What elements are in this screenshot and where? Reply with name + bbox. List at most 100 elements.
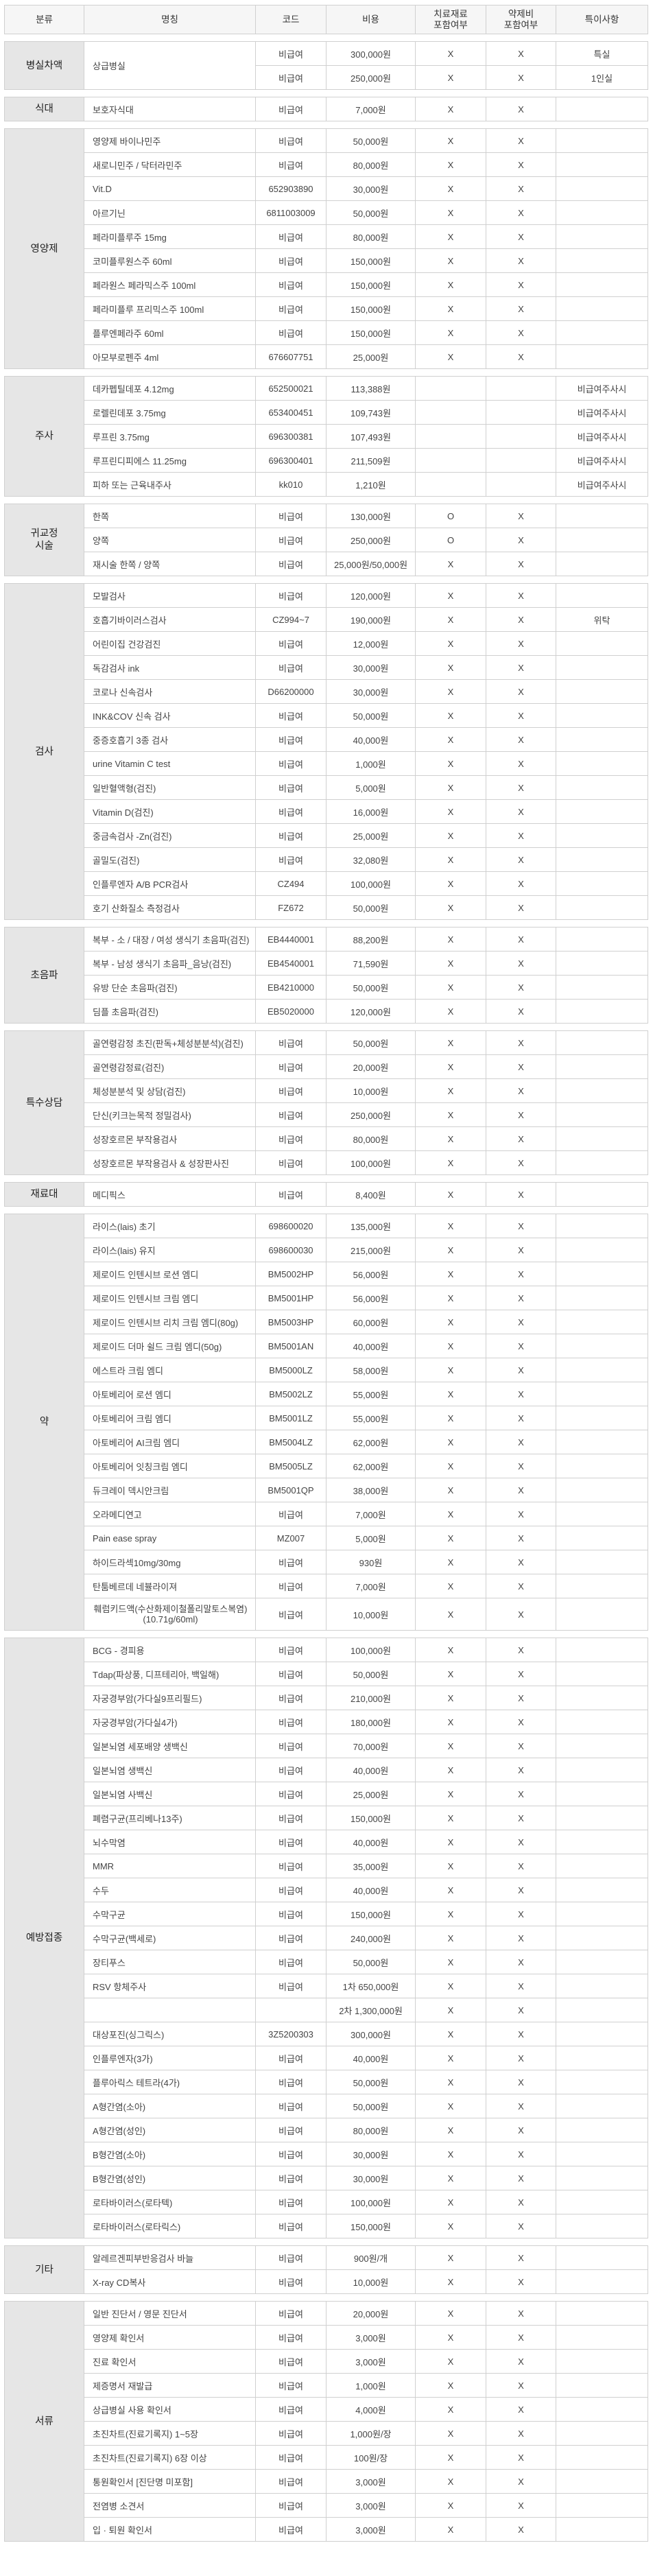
cost-cell: 56,000원 bbox=[326, 1286, 416, 1310]
code-cell: 비급여 bbox=[255, 2493, 326, 2518]
note-cell bbox=[556, 1238, 648, 1262]
code-cell: 비급여 bbox=[255, 528, 326, 552]
cost-cell: 38,000원 bbox=[326, 1478, 416, 1502]
drug-included-cell: X bbox=[486, 2373, 556, 2398]
cost-cell: 150,000원 bbox=[326, 248, 416, 273]
cost-cell: 250,000원 bbox=[326, 1102, 416, 1127]
material-included-cell: X bbox=[415, 1782, 486, 1806]
code-cell: 비급여 bbox=[255, 2269, 326, 2294]
code-cell: 비급여 bbox=[255, 128, 326, 153]
drug-included-cell: X bbox=[486, 2325, 556, 2350]
cost-cell: 10,000원 bbox=[326, 2269, 416, 2294]
code-cell: EB4540001 bbox=[255, 951, 326, 976]
note-cell bbox=[556, 248, 648, 273]
material-included-cell: X bbox=[415, 751, 486, 776]
material-included-cell: X bbox=[415, 1054, 486, 1079]
note-cell bbox=[556, 2269, 648, 2294]
code-cell: 비급여 bbox=[255, 751, 326, 776]
item-name: 재시술 한쪽 / 양쪽 bbox=[84, 552, 256, 576]
note-cell: 특실 bbox=[556, 41, 648, 66]
table-row: 영양제 확인서 비급여 3,000원 X X bbox=[5, 2325, 648, 2350]
item-name: 인플루엔자(3가) bbox=[84, 2046, 256, 2070]
code-cell: 비급여 bbox=[255, 2325, 326, 2350]
header-row: 분류 명칭 코드 비용 치료재료 포함여부 약제비 포함여부 특이사항 bbox=[4, 5, 648, 34]
material-included-cell: X bbox=[415, 1078, 486, 1103]
cost-cell: 190,000원 bbox=[326, 607, 416, 632]
material-included-cell: X bbox=[415, 2517, 486, 2542]
code-cell: 비급여 bbox=[255, 2469, 326, 2494]
drug-included-cell: X bbox=[486, 1406, 556, 1430]
table-row: 초진차트(진료기록지) 6장 이상 비급여 100원/장 X X bbox=[5, 2445, 648, 2470]
cost-cell: 50,000원 bbox=[326, 200, 416, 225]
item-name: B형간염(성인) bbox=[84, 2166, 256, 2190]
drug-included-cell: X bbox=[486, 2517, 556, 2542]
material-included-cell: X bbox=[415, 871, 486, 896]
drug-included-cell: X bbox=[486, 2046, 556, 2070]
note-cell bbox=[556, 176, 648, 201]
item-name: 새로니민주 / 닥터라민주 bbox=[84, 152, 256, 177]
material-included-cell: X bbox=[415, 775, 486, 800]
material-included-cell: X bbox=[415, 951, 486, 976]
table-row: 주사 데카펩틸데포 4.12mg 652500021 113,388원 비급여주사시 bbox=[4, 376, 648, 497]
note-cell bbox=[556, 344, 648, 369]
cost-cell: 150,000원 bbox=[326, 1902, 416, 1926]
column-header: 코드 bbox=[255, 5, 326, 34]
drug-included-cell: X bbox=[486, 951, 556, 976]
note-cell: 비급여주사시 bbox=[556, 376, 648, 401]
table-row: 오라메디연고 비급여 7,000원 X X bbox=[5, 1502, 648, 1526]
drug-included-cell: X bbox=[486, 224, 556, 249]
category-cell: 기타 bbox=[4, 2245, 84, 2294]
item-name: 성장호르몬 부작용검사 bbox=[84, 1126, 256, 1151]
code-cell: kk010 bbox=[255, 472, 326, 497]
code-cell: 비급여 bbox=[255, 504, 326, 528]
note-cell bbox=[556, 2397, 648, 2422]
code-cell: 비급여 bbox=[255, 1758, 326, 1782]
material-included-cell: X bbox=[415, 583, 486, 608]
note-cell bbox=[556, 2142, 648, 2166]
drug-included-cell: X bbox=[486, 999, 556, 1024]
note-cell bbox=[556, 1454, 648, 1478]
section-table: 주사 데카펩틸데포 4.12mg 652500021 113,388원 비급여주사시 로렐… bbox=[4, 376, 648, 497]
note-cell bbox=[556, 2094, 648, 2118]
cost-cell: 113,388원 bbox=[326, 376, 416, 401]
drug-included-cell: X bbox=[486, 200, 556, 225]
item-name: 탄툼베르데 네뷸라이져 bbox=[84, 1574, 256, 1598]
cost-cell: 3,000원 bbox=[326, 2349, 416, 2374]
table-row: 루프린 3.75mg 696300381 107,493원 비급여주사시 bbox=[5, 424, 648, 449]
cost-cell: 80,000원 bbox=[326, 2118, 416, 2142]
cost-cell: 30,000원 bbox=[326, 655, 416, 680]
drug-included-cell: X bbox=[486, 1854, 556, 1878]
code-cell: 비급여 bbox=[255, 2046, 326, 2070]
drug-included-cell: X bbox=[486, 703, 556, 728]
item-name: 로타바이러스(로타텍) bbox=[84, 2190, 256, 2214]
cost-cell: 100,000원 bbox=[326, 1638, 416, 1662]
table-row: 일본뇌염 생백신 비급여 40,000원 X X bbox=[5, 1758, 648, 1782]
material-included-cell: X bbox=[415, 2269, 486, 2294]
drug-included-cell bbox=[486, 448, 556, 473]
material-included-cell: X bbox=[415, 927, 486, 952]
note-cell bbox=[556, 504, 648, 528]
code-cell: 비급여 bbox=[255, 1598, 326, 1631]
code-cell: 비급여 bbox=[255, 727, 326, 752]
material-included-cell: X bbox=[415, 97, 486, 121]
table-row: 상급병실 사용 확인서 비급여 4,000원 X X bbox=[5, 2397, 648, 2422]
drug-included-cell: X bbox=[486, 344, 556, 369]
item-name: 자궁경부암(가다실4가) bbox=[84, 1710, 256, 1734]
material-included-cell: X bbox=[415, 1662, 486, 1686]
material-included-cell: X bbox=[415, 128, 486, 153]
drug-included-cell: X bbox=[486, 1830, 556, 1854]
drug-included-cell: X bbox=[486, 2245, 556, 2270]
cost-cell: 25,000원 bbox=[326, 823, 416, 848]
section-table: 영양제 영양제 바이나민주 비급여 50,000원 X X 새로니민주 / 닥터라민주 비급여… bbox=[4, 128, 648, 369]
item-name: 통원확인서 [진단명 미포함] bbox=[84, 2469, 256, 2494]
material-included-cell: X bbox=[415, 727, 486, 752]
drug-included-cell: X bbox=[486, 1502, 556, 1526]
item-name: 오라메디연고 bbox=[84, 1502, 256, 1526]
cost-cell: 25,000원/50,000원 bbox=[326, 552, 416, 576]
item-name: 하이드라섹10mg/30mg bbox=[84, 1550, 256, 1574]
table-row: 듀크레이 덱시안크림 BM5001QP 38,000원 X X bbox=[5, 1478, 648, 1502]
code-cell: 비급여 bbox=[255, 1662, 326, 1686]
table-row: B형간염(성인) 비급여 30,000원 X X bbox=[5, 2166, 648, 2190]
material-included-cell: X bbox=[415, 2094, 486, 2118]
